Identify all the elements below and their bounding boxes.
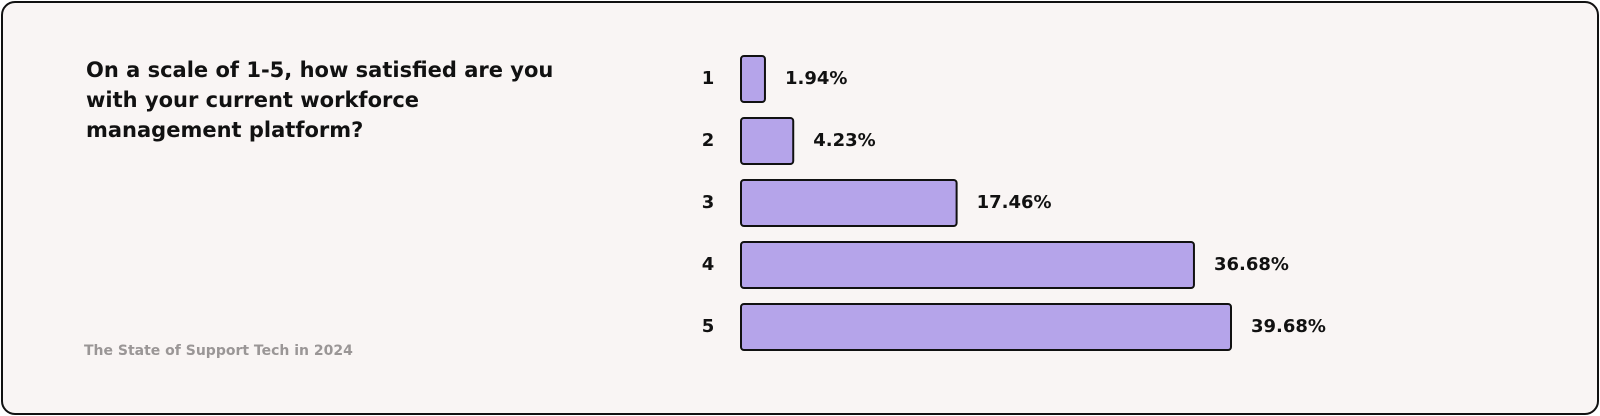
bar xyxy=(740,303,1232,351)
category-label: 4 xyxy=(702,254,715,275)
bar xyxy=(740,179,958,227)
bar xyxy=(740,241,1195,289)
value-label: 39.68% xyxy=(1251,316,1326,337)
value-label: 1.94% xyxy=(785,68,847,89)
value-label: 4.23% xyxy=(813,130,875,151)
footer: The State of Support Tech in 2024 xyxy=(84,343,353,359)
value-label: 17.46% xyxy=(977,192,1052,213)
category-label: 3 xyxy=(702,192,715,213)
chart-title: On a scale of 1-5, how satisfied are you… xyxy=(86,58,554,142)
bar xyxy=(740,55,766,103)
category-label: 1 xyxy=(702,68,715,89)
chart: 1 1.94% 2 4.23% 3 17.46% 4 36.68% 5 39.68% xyxy=(702,55,1326,351)
category-label: 2 xyxy=(702,130,715,151)
category-label: 5 xyxy=(702,316,715,337)
bar xyxy=(740,117,795,165)
value-label: 36.68% xyxy=(1214,254,1289,275)
